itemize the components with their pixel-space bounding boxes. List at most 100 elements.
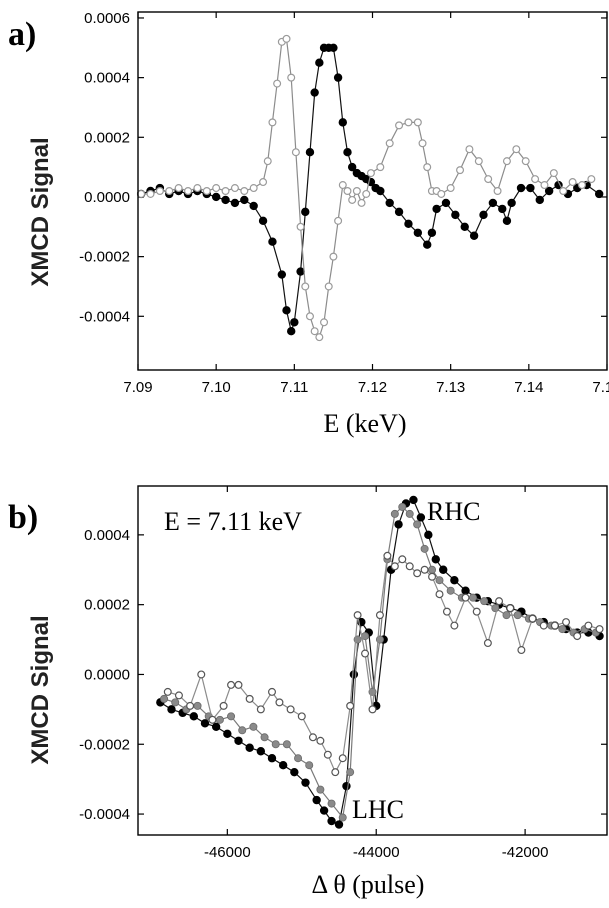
b-series-2-point	[316, 736, 325, 745]
a-ytick-label: 0.0000	[84, 189, 130, 206]
a-series-1-point	[540, 181, 549, 190]
a-series-1-point	[240, 187, 249, 196]
a-series-1-point	[184, 187, 193, 196]
a-series-0-point	[230, 198, 240, 208]
b-series-2-point	[245, 694, 254, 703]
a-series-0-point	[594, 189, 604, 199]
b-series-1-point	[435, 576, 444, 585]
a-series-1-point	[512, 145, 521, 154]
a-series-0-point	[507, 198, 516, 208]
b-series-0-point	[394, 520, 403, 529]
b-series-0-point	[424, 530, 433, 540]
a-ytick-label: -0.0004	[79, 308, 130, 325]
b-series-0-point	[200, 719, 210, 728]
a-series-1-point	[329, 252, 338, 261]
b-series-2-point	[595, 625, 604, 634]
a-series-1-point	[165, 187, 174, 196]
b-series-2-point	[420, 565, 429, 574]
a-ytick-label: 0.0002	[84, 129, 130, 146]
b-series-2-point	[174, 691, 183, 700]
a-series-1-point	[531, 175, 540, 184]
a-series-1-point	[385, 139, 394, 148]
b-series-1-point	[215, 715, 224, 724]
b-ytick-label: 0.0002	[84, 597, 130, 614]
a-series-1-point	[230, 184, 239, 193]
b-series-2-point	[197, 670, 206, 679]
panel-a-xticklabels: 7.09 7.10 7.11 7.12 7.13 7.14 7.15	[123, 379, 609, 396]
a-series-0-point	[282, 306, 291, 315]
a-series-1-point	[301, 282, 310, 291]
panel-b-xticklabels: -46000 -44000 -42000	[204, 844, 548, 861]
a-series-1-point	[320, 318, 329, 327]
a-series-1-point	[376, 163, 385, 172]
b-series-0-point	[416, 513, 426, 522]
b-series-2-point	[405, 562, 414, 571]
a-series-0-point	[441, 198, 451, 208]
b-series-1-point	[480, 597, 489, 606]
b-series-1-point	[413, 520, 422, 529]
b-series-2-point	[268, 687, 277, 696]
a-xtick-label: 7.14	[514, 379, 543, 396]
a-xtick-label: 7.11	[280, 379, 308, 396]
a-series-0-point	[427, 228, 437, 237]
a-series-0-point	[423, 240, 432, 249]
a-series-1-point	[484, 175, 493, 184]
a-series-0-point	[268, 237, 277, 246]
b-series-0-point	[431, 555, 440, 564]
a-series-1-point	[437, 189, 446, 198]
b-xtick-label: -42000	[502, 844, 549, 861]
a-series-0-point	[296, 267, 305, 276]
a-series-0-point	[301, 207, 310, 217]
b-series-0-point	[461, 586, 470, 595]
a-series-0-point	[413, 228, 423, 237]
b-series-2-point	[219, 701, 228, 710]
panel-a-label: a)	[8, 16, 36, 53]
b-series-0-point	[211, 722, 221, 732]
b-series-1-point	[160, 694, 169, 703]
b-series-2-point	[584, 621, 593, 630]
b-series-0-point	[349, 670, 359, 679]
a-series-0-point	[479, 210, 488, 220]
b-series-2-point	[390, 562, 399, 571]
b-series-0-point	[167, 705, 176, 714]
a-series-1-point	[587, 175, 596, 184]
a-series-0-point	[460, 222, 469, 231]
a-series-1-point	[362, 189, 371, 198]
b-series-2-point	[539, 621, 548, 630]
panel-b-xlabel: Δ θ (pulse)	[312, 870, 425, 899]
b-ytick-label: 0.0000	[84, 666, 130, 683]
a-series-1-point	[357, 198, 366, 207]
a-series-1-point	[348, 195, 357, 204]
b-series-2-point	[450, 621, 459, 630]
panel-a-frame	[137, 11, 608, 371]
a-series-1-point	[521, 157, 530, 166]
b-series-1-line	[163, 506, 596, 819]
a-series-0-point	[544, 186, 554, 196]
b-series-2-point	[562, 618, 571, 627]
a-series-0-point	[498, 204, 507, 214]
b-series-2-point	[353, 611, 362, 620]
panel-a-xlabel: E (keV)	[323, 409, 406, 438]
a-series-0-point	[535, 195, 544, 205]
panel-b-frame	[137, 485, 608, 836]
b-series-2-point	[297, 712, 306, 721]
b-series-2-point	[234, 680, 243, 689]
a-ytick-label: 0.0004	[84, 70, 130, 87]
b-series-2-point	[442, 607, 451, 616]
a-series-1-point	[474, 157, 483, 166]
a-series-0-point	[404, 219, 413, 229]
a-series-0-point	[488, 198, 498, 208]
a-series-0-point	[290, 318, 299, 327]
a-series-1-point	[202, 187, 211, 196]
a-series-0-point	[315, 58, 324, 67]
b-series-0-point	[342, 781, 351, 791]
b-series-0-point	[267, 754, 277, 763]
a-series-0-point	[376, 186, 385, 196]
b-series-1-point	[249, 722, 258, 731]
b-series-0-point	[245, 743, 254, 752]
a-series-0-point	[385, 198, 394, 208]
a-xtick-label: 7.15	[592, 379, 609, 396]
a-series-0-point	[526, 183, 535, 193]
b-series-0-point	[234, 736, 243, 745]
b-series-1-point	[513, 611, 522, 620]
